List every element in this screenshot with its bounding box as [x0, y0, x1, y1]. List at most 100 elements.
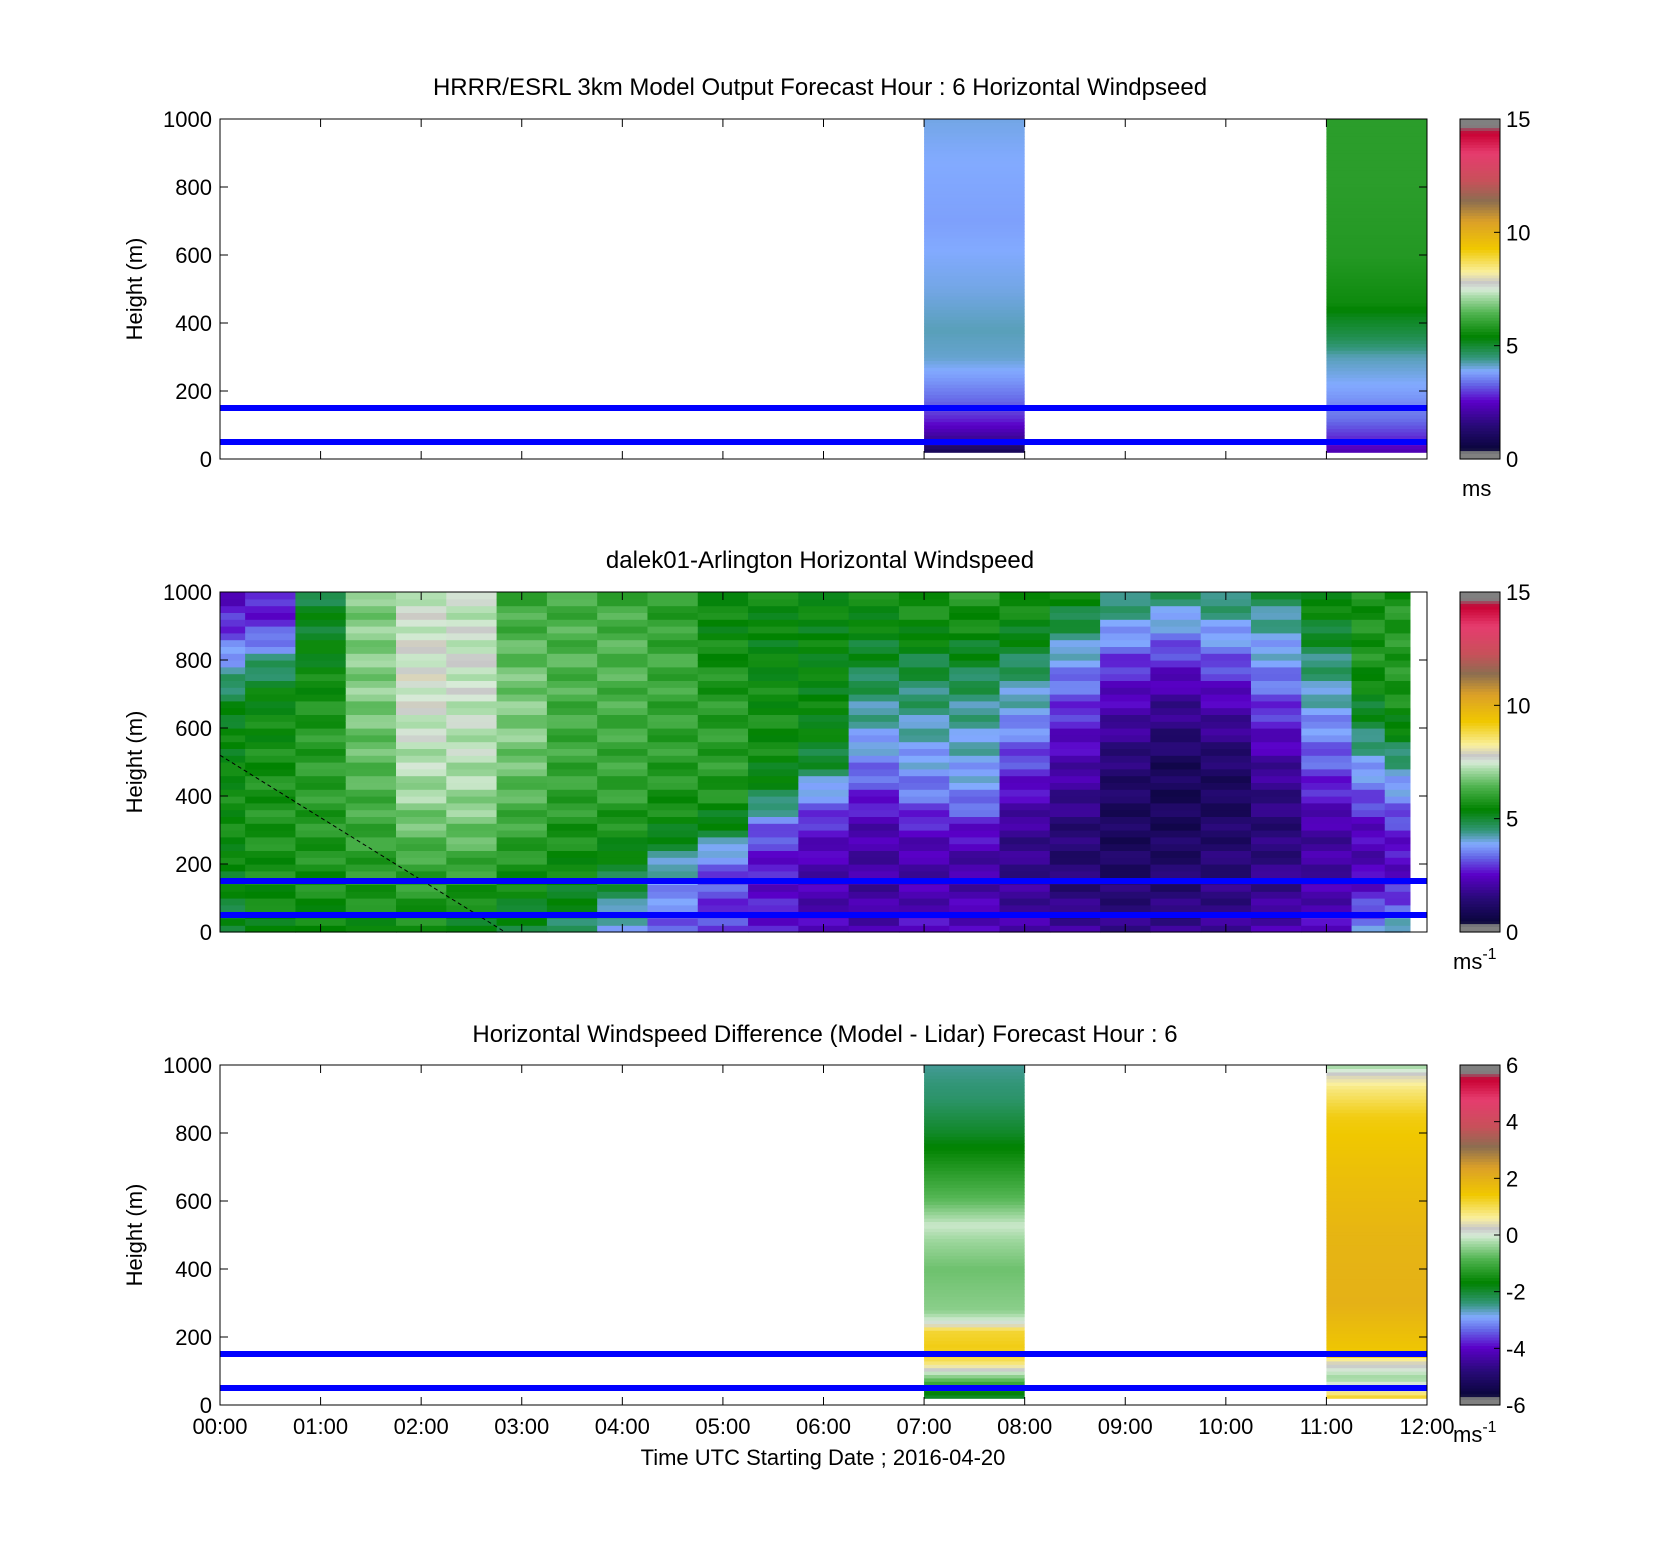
heatmap-cell — [1200, 816, 1252, 824]
heatmap-cell — [1049, 646, 1101, 654]
heatmap-cell — [1250, 904, 1302, 913]
heatmap-cell — [1326, 1187, 1427, 1192]
heatmap-cell — [1326, 445, 1427, 450]
colorbar-swatch — [1460, 1260, 1500, 1264]
heatmap-cell — [546, 775, 598, 783]
heatmap-cell — [245, 850, 297, 858]
colorbar-swatch — [1460, 240, 1500, 245]
heatmap-cell — [898, 836, 950, 845]
heatmap-cell — [1326, 1221, 1427, 1226]
heatmap-cell — [496, 789, 548, 797]
heatmap-cell — [396, 619, 447, 627]
heatmap-cell — [546, 707, 598, 715]
heatmap-cell — [848, 639, 900, 647]
heatmap-cell — [345, 673, 397, 681]
colorbar-swatch — [1460, 294, 1500, 299]
heatmap-cell — [1100, 884, 1151, 892]
heatmap-cell — [1326, 333, 1427, 338]
heatmap-cell — [1250, 755, 1302, 763]
heatmap-cell — [1326, 401, 1427, 406]
colorbar-swatch — [1460, 810, 1500, 814]
colorbar-swatch — [1460, 606, 1500, 610]
heatmap-cell — [1100, 904, 1151, 913]
heatmap-cell — [924, 1207, 1025, 1212]
heatmap-cell — [1326, 1231, 1427, 1236]
colorbar-swatch — [1460, 611, 1500, 616]
heatmap-cell — [924, 125, 1025, 130]
heatmap-cell — [245, 673, 297, 681]
heatmap-cell — [1326, 323, 1427, 327]
heatmap-cell — [546, 789, 598, 797]
heatmap-cell — [1326, 1326, 1427, 1331]
colorbar-swatch — [1460, 648, 1500, 653]
heatmap-cell — [999, 823, 1051, 831]
heatmap-cell — [949, 673, 1001, 681]
heatmap-cell — [924, 363, 1025, 368]
heatmap-cell — [1326, 1252, 1427, 1256]
heatmap-cell — [1200, 707, 1252, 715]
heatmap-cell — [647, 598, 699, 607]
heatmap-cell — [245, 816, 297, 824]
heatmap-cell — [1351, 802, 1403, 811]
heatmap-cell — [396, 748, 447, 756]
heatmap-cell — [924, 1299, 1025, 1304]
heatmap-cell — [924, 1194, 1025, 1199]
heatmap-cell — [245, 728, 297, 736]
heatmap-cell — [1100, 843, 1151, 851]
heatmap-cell — [924, 272, 1025, 276]
heatmap-cell — [1250, 898, 1302, 906]
heatmap-cell — [1384, 694, 1411, 702]
colorbar-swatch — [1460, 1356, 1500, 1361]
heatmap-cell — [546, 850, 598, 858]
colorbar-swatch — [1460, 1362, 1500, 1366]
heatmap-cell — [647, 660, 699, 668]
heatmap-cell — [924, 448, 1025, 453]
heatmap-cell — [798, 721, 850, 729]
heatmap-cell — [1150, 639, 1202, 647]
heatmap-cell — [647, 734, 699, 743]
panel-2-x-ticks — [219, 592, 1428, 932]
heatmap-cell — [697, 836, 749, 845]
heatmap-cell — [1326, 1177, 1427, 1182]
heatmap-cell — [1250, 925, 1302, 933]
heatmap-cell — [898, 619, 950, 627]
heatmap-cell — [1326, 1364, 1427, 1369]
heatmap-cell — [748, 728, 799, 736]
colorbar-swatch — [1460, 628, 1500, 633]
heatmap-cell — [924, 224, 1025, 229]
y-tick-label: 800 — [175, 175, 212, 200]
heatmap-cell — [898, 632, 950, 641]
heatmap-cell — [345, 714, 397, 722]
heatmap-cell — [1384, 639, 1411, 647]
heatmap-cell — [697, 830, 749, 838]
heatmap-cell — [798, 843, 850, 851]
colorbar-swatch — [1460, 1322, 1500, 1327]
heatmap-cell — [924, 1187, 1025, 1192]
heatmap-cell — [647, 748, 699, 756]
colorbar-swatch — [1460, 756, 1500, 760]
heatmap-cell — [898, 626, 950, 634]
heatmap-cell — [1250, 857, 1302, 865]
heatmap-cell — [245, 918, 297, 926]
heatmap-cell — [1326, 1184, 1427, 1188]
heatmap-cell — [220, 789, 246, 797]
heatmap-cell — [1200, 830, 1252, 838]
heatmap-cell — [1326, 1235, 1427, 1239]
heatmap-cell — [245, 680, 297, 688]
heatmap-cell — [1250, 734, 1302, 743]
heatmap-cell — [748, 884, 799, 892]
heatmap-cell — [1326, 377, 1427, 382]
heatmap-cell — [1100, 850, 1151, 858]
heatmap-cell — [1250, 836, 1302, 845]
heatmap-cell — [446, 857, 498, 865]
heatmap-cell — [949, 898, 1001, 906]
colorbar-swatch — [1460, 1118, 1500, 1123]
heatmap-cell — [748, 605, 799, 613]
heatmap-cell — [496, 660, 548, 668]
heatmap-cell — [597, 918, 649, 926]
colorbar-swatch — [1460, 337, 1500, 341]
heatmap-cell — [898, 802, 950, 811]
heatmap-cell — [597, 857, 649, 865]
colorbar-swatch — [1460, 1167, 1500, 1171]
heatmap-cell — [597, 816, 649, 824]
